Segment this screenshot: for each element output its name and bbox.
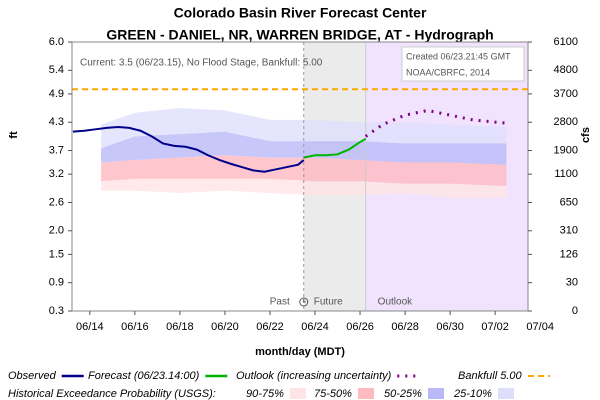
x-tick-label: 06/26 xyxy=(346,321,374,333)
y-tick-label: 0.3 xyxy=(49,305,64,317)
legend-swatch xyxy=(290,388,306,399)
credit-box xyxy=(401,46,525,82)
y2-tick-label: 2800 xyxy=(554,116,578,128)
x-tick-label: 06/28 xyxy=(391,321,419,333)
x-tick-label: 06/30 xyxy=(436,321,464,333)
credit-text: Created 06/23.21:45 GMT xyxy=(406,51,511,61)
legend-swatch xyxy=(358,388,374,399)
legend-swatch xyxy=(498,388,514,399)
series-line xyxy=(72,125,305,173)
x-tick-label: 06/24 xyxy=(301,321,329,333)
legend-label: 25-10% xyxy=(453,388,492,400)
plot-frame xyxy=(71,41,529,312)
y-tick-label: 0.9 xyxy=(49,277,64,289)
x-tick-label: 06/22 xyxy=(256,321,284,333)
x-tick-label: 06/14 xyxy=(76,321,104,333)
x-tick-label: 06/16 xyxy=(121,321,149,333)
legend-label: Bankfull 5.00 xyxy=(458,370,522,382)
y-tick-label: 3.7 xyxy=(49,144,64,156)
current-annotation: Current: 3.5 (06/23.15), No Flood Stage,… xyxy=(80,58,323,69)
y-tick-label: 1.5 xyxy=(49,248,64,260)
chart-subtitle: GREEN - DANIEL, NR, WARREN BRIDGE, AT - … xyxy=(106,27,493,43)
legend-swatch xyxy=(428,388,444,399)
y-tick-label: 6.0 xyxy=(49,36,64,48)
y2-tick-label: 6100 xyxy=(554,36,578,48)
y2-axis-label: cfs xyxy=(580,127,592,143)
legend-label: Observed xyxy=(8,370,57,382)
exceedance-band xyxy=(101,131,507,165)
y2-tick-label: 30 xyxy=(566,277,578,289)
chart-title: Colorado Basin River Forecast Center xyxy=(174,5,427,21)
x-tick-label: 06/18 xyxy=(166,321,194,333)
y2-tick-label: 1100 xyxy=(554,168,578,180)
y2-tick-label: 4800 xyxy=(554,64,578,76)
y2-tick-label: 126 xyxy=(560,248,578,260)
y2-tick-label: 310 xyxy=(560,225,578,237)
y-tick-label: 5.4 xyxy=(49,64,64,76)
past-label: Past xyxy=(270,297,290,308)
clock-hands xyxy=(303,299,306,303)
legend-label: Outlook (increasing uncertainty) xyxy=(236,370,392,382)
y-axis-label: ft xyxy=(8,131,20,139)
x-tick-label: 06/20 xyxy=(211,321,239,333)
y2-tick-label: 650 xyxy=(560,196,578,208)
clock-icon xyxy=(299,297,309,307)
legend-exceedance-title: Historical Exceedance Probability (USGS)… xyxy=(8,388,216,400)
legend-label: 90-75% xyxy=(246,388,284,400)
y2-tick-label: 0 xyxy=(572,305,578,317)
x-axis-label: month/day (MDT) xyxy=(255,346,345,358)
x-tick-label: 07/04 xyxy=(526,321,554,333)
legend-label: 75-50% xyxy=(314,388,352,400)
outlook-label: Outlook xyxy=(378,297,413,308)
legend-label: 50-25% xyxy=(384,388,422,400)
legend-label: Forecast (06/23.14:00) xyxy=(88,370,200,382)
y-tick-label: 4.9 xyxy=(49,88,64,100)
y-tick-label: 4.3 xyxy=(49,116,64,128)
y2-tick-label: 3700 xyxy=(554,88,578,100)
future-label: Future xyxy=(314,297,343,308)
y2-tick-label: 1900 xyxy=(554,144,578,156)
series-line xyxy=(303,137,367,159)
y-tick-label: 2.0 xyxy=(49,225,64,237)
x-tick-label: 07/02 xyxy=(481,321,509,333)
y-tick-label: 3.2 xyxy=(49,168,64,180)
credit-text: NOAA/CBRFC, 2014 xyxy=(406,67,490,77)
y-tick-label: 2.6 xyxy=(49,196,64,208)
